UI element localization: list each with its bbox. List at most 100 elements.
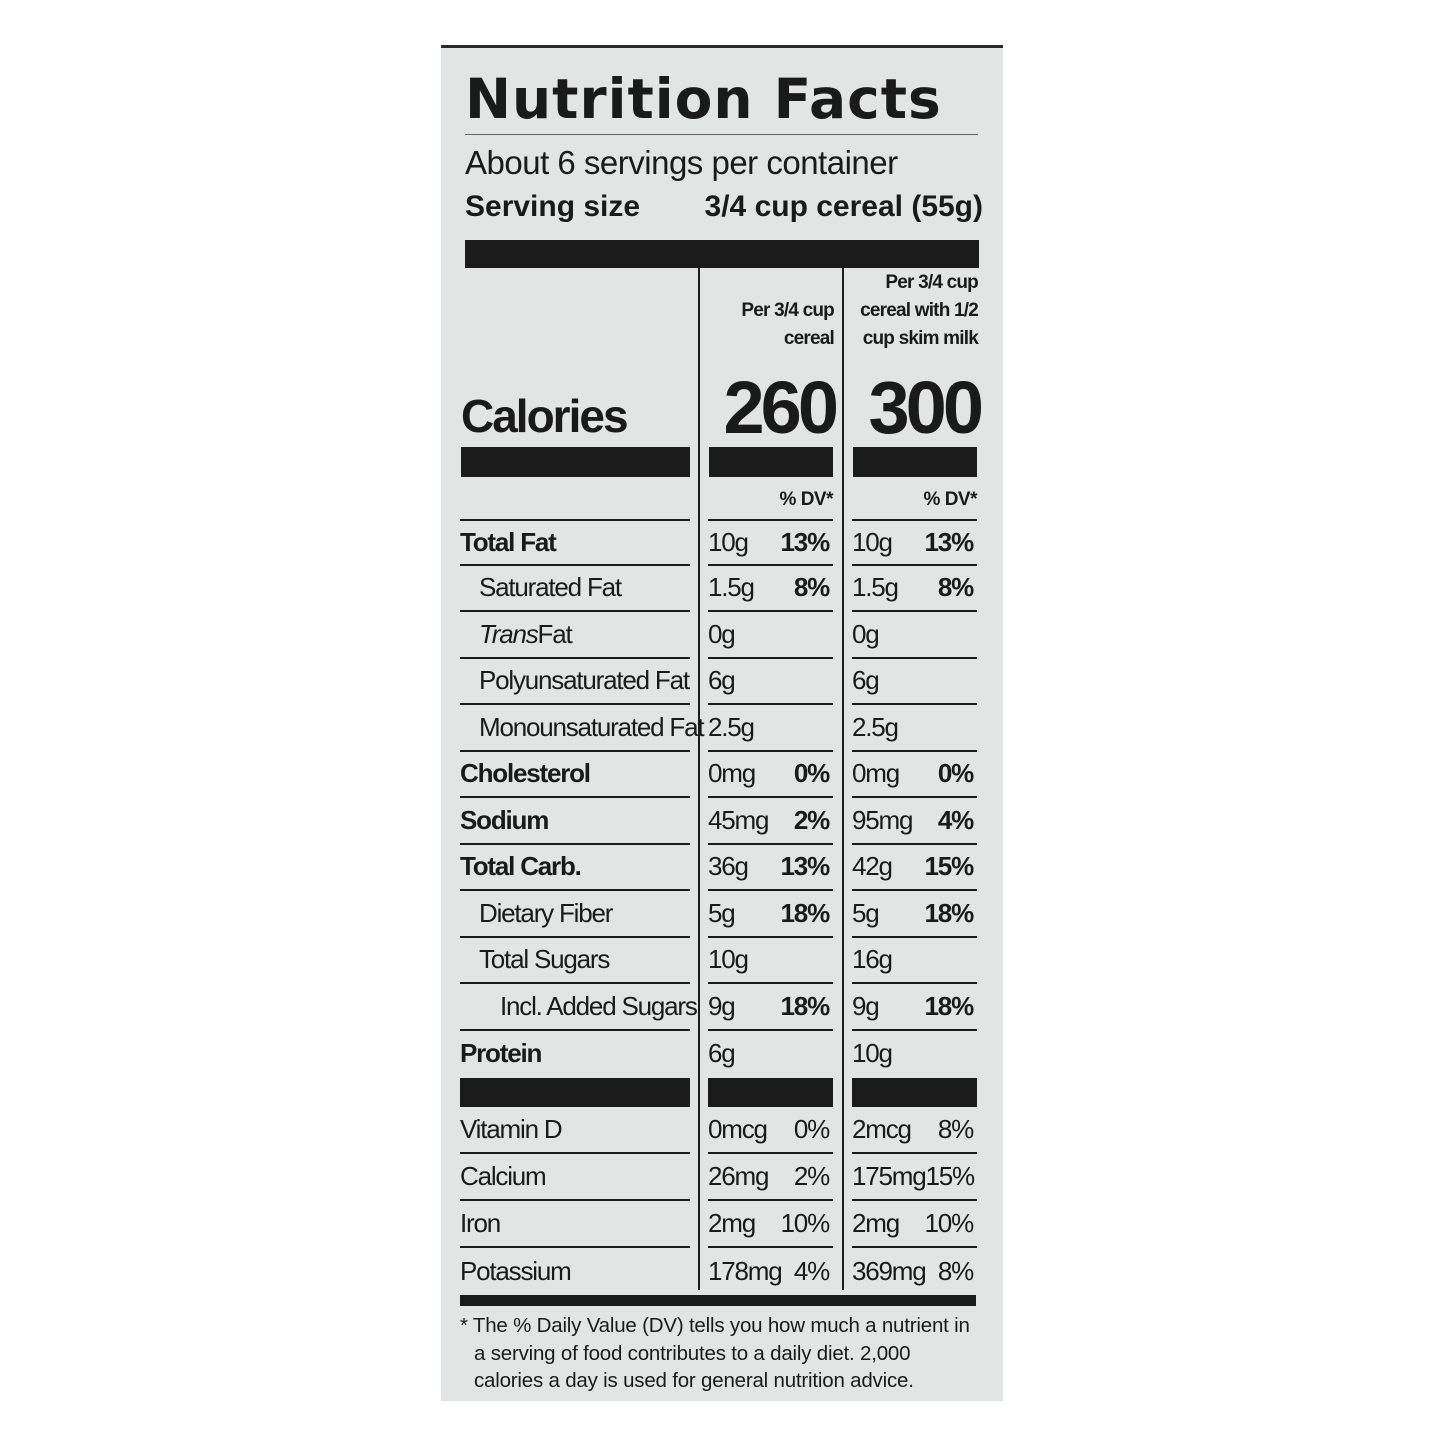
calories-with-milk: 300 bbox=[868, 366, 984, 449]
nutrient-name: Protein bbox=[460, 1038, 542, 1069]
nutrient-name: Sodium bbox=[460, 804, 549, 835]
nutrient-label-cell: Total Fat bbox=[460, 519, 690, 566]
amount: 45mg bbox=[708, 804, 769, 835]
calories-cereal: 260 bbox=[723, 366, 839, 449]
nutrient-name: Total Sugars bbox=[479, 944, 610, 975]
percent-dv: 13% bbox=[780, 526, 831, 557]
thick-divider-label bbox=[460, 1078, 690, 1107]
nutrient-label-cell: Dietary Fiber bbox=[460, 891, 690, 938]
nutrient-name: Potassium bbox=[460, 1256, 572, 1286]
percent-dv: 2% bbox=[793, 1161, 830, 1191]
percent-dv: 15% bbox=[924, 851, 975, 882]
value-cell-cereal: 9g 18% bbox=[708, 984, 833, 1031]
percent-dv: 4% bbox=[793, 1256, 830, 1286]
column-header-line: cereal bbox=[783, 328, 835, 349]
amount: 5g bbox=[708, 897, 736, 928]
table-row: Trans Fat 0g 0g bbox=[460, 612, 978, 659]
amount: 0mg bbox=[852, 758, 900, 789]
calories-bar-col2 bbox=[853, 447, 977, 477]
nutrient-name: Total Carb. bbox=[460, 851, 582, 882]
nutrient-name: Iron bbox=[460, 1208, 501, 1238]
table-row: Potassium 178mg 4% 369mg 8% bbox=[460, 1248, 978, 1295]
nutrient-label-cell: Sodium bbox=[460, 798, 690, 845]
nutrient-label-cell: Saturated Fat bbox=[460, 566, 690, 612]
amount: 178mg bbox=[708, 1256, 783, 1286]
nutrient-label-cell: Monounsaturated Fat bbox=[460, 705, 705, 752]
label-title: Nutrition Facts bbox=[465, 67, 942, 131]
table-row: Vitamin D 0mcg 0% 2mcg 8% bbox=[460, 1107, 978, 1154]
amount: 2mcg bbox=[852, 1114, 912, 1144]
nutrient-name: Incl. Added Sugars bbox=[500, 990, 698, 1021]
percent-dv: 18% bbox=[924, 897, 975, 928]
amount: 5g bbox=[852, 897, 880, 928]
value-cell-cereal: 45mg 2% bbox=[708, 798, 833, 845]
amount: 6g bbox=[852, 665, 880, 696]
amount: 95mg bbox=[852, 804, 913, 835]
value-cell-with-milk: 42g 15% bbox=[852, 845, 977, 891]
table-row: Sodium 45mg 2% 95mg 4% bbox=[460, 798, 978, 845]
table-row: Monounsaturated Fat 2.5g 2.5g bbox=[460, 705, 978, 752]
nutrient-name: Fat bbox=[537, 618, 573, 649]
nutrient-label-cell: Total Carb. bbox=[460, 845, 690, 891]
value-cell-cereal: 6g bbox=[708, 659, 833, 705]
value-cell-with-milk: 0mg 0% bbox=[852, 752, 977, 798]
percent-dv: 8% bbox=[937, 1256, 974, 1286]
column-divider-2 bbox=[842, 268, 844, 1290]
percent-dv: 4% bbox=[937, 804, 974, 835]
nutrient-label-cell: Incl. Added Sugars bbox=[460, 984, 698, 1031]
table-row: Calcium 26mg 2% 175mg 15% bbox=[460, 1154, 978, 1201]
serving-size-value: 3/4 cup cereal (55g) bbox=[704, 190, 983, 223]
value-cell-cereal: 2.5g bbox=[708, 705, 833, 752]
thick-divider-col2 bbox=[852, 1078, 977, 1107]
nutrient-name: Cholesterol bbox=[460, 758, 591, 789]
percent-dv: 15% bbox=[925, 1161, 976, 1191]
value-cell-cereal: 1.5g 8% bbox=[708, 566, 833, 612]
calories-bar-label bbox=[461, 447, 690, 477]
calories-label: Calories bbox=[461, 390, 629, 442]
value-cell-with-milk: 0g bbox=[852, 612, 977, 659]
vitamin-table: Vitamin D 0mcg 0% 2mcg 8% Calcium 26mg 2% 175mg 1… bbox=[460, 1107, 978, 1295]
amount: 2mg bbox=[708, 1208, 756, 1238]
nutrient-name: Saturated Fat bbox=[479, 572, 622, 603]
amount: 16g bbox=[852, 944, 893, 975]
percent-dv: 18% bbox=[780, 990, 831, 1021]
amount: 1.5g bbox=[852, 572, 899, 603]
servings-per-container: About 6 servings per container bbox=[465, 144, 898, 181]
amount: 2.5g bbox=[852, 711, 899, 742]
percent-dv: 8% bbox=[937, 572, 974, 603]
nutrition-label-panel bbox=[441, 45, 1003, 1401]
amount: 42g bbox=[852, 851, 893, 882]
table-row: Iron 2mg 10% 2mg 10% bbox=[460, 1201, 978, 1248]
nutrient-name: Total Fat bbox=[460, 526, 557, 557]
amount: 0g bbox=[852, 618, 880, 649]
amount: 0mg bbox=[708, 758, 756, 789]
value-cell-with-milk: 95mg 4% bbox=[852, 798, 977, 845]
percent-dv: 18% bbox=[780, 897, 831, 928]
nutrient-name: Dietary Fiber bbox=[479, 897, 613, 928]
percent-dv: 2% bbox=[793, 804, 830, 835]
nutrient-name: Monounsaturated Fat bbox=[479, 711, 705, 742]
value-cell-with-milk: 9g 18% bbox=[852, 984, 977, 1031]
amount: 2.5g bbox=[708, 711, 755, 742]
dv-header-col2: % DV* bbox=[923, 489, 978, 510]
table-row: Total Fat 10g 13% 10g 13% bbox=[460, 519, 978, 566]
amount: 0g bbox=[708, 618, 736, 649]
value-cell-cereal: 178mg 4% bbox=[708, 1248, 833, 1295]
nutrient-table: Total Fat 10g 13% 10g 13% Saturated Fat 1.5g 8%… bbox=[460, 519, 978, 1077]
nutrient-name-italic: Trans bbox=[479, 618, 539, 649]
column-header-cereal: Per 3/4 cup cereal bbox=[700, 297, 834, 353]
value-cell-with-milk: 2mcg 8% bbox=[852, 1107, 977, 1154]
footnote-line: * The % Daily Value (DV) tells you how m… bbox=[460, 1314, 970, 1337]
nutrient-name: Vitamin D bbox=[460, 1114, 563, 1144]
thick-divider-bottom bbox=[460, 1295, 976, 1306]
column-header-with-milk: Per 3/4 cup cereal with 1/2 cup skim mil… bbox=[844, 269, 979, 353]
value-cell-cereal: 5g 18% bbox=[708, 891, 833, 938]
nutrient-label-cell: Trans Fat bbox=[460, 612, 690, 659]
value-cell-with-milk: 1.5g 8% bbox=[852, 566, 977, 612]
nutrient-name: Polyunsaturated Fat bbox=[479, 665, 690, 696]
value-cell-cereal: 0mg 0% bbox=[708, 752, 833, 798]
column-divider-1 bbox=[698, 268, 700, 1290]
value-cell-with-milk: 6g bbox=[852, 659, 977, 705]
amount: 10g bbox=[708, 526, 749, 557]
amount: 2mg bbox=[852, 1208, 900, 1238]
